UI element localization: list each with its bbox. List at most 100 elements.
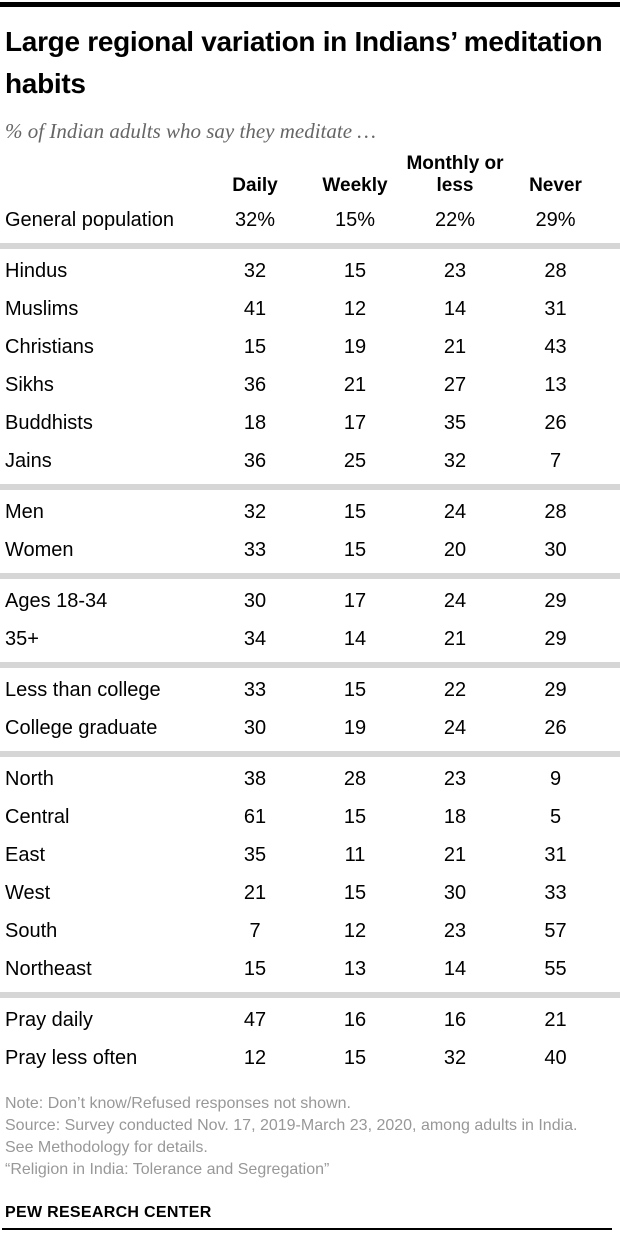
value-cell: 35 bbox=[443, 411, 467, 434]
value-cell: 32 bbox=[243, 259, 267, 282]
value-cell: 28 bbox=[343, 767, 367, 790]
value-cell: 23 bbox=[443, 259, 467, 282]
value-cell: 12 bbox=[243, 1046, 267, 1069]
value-cell: 29% bbox=[535, 208, 576, 231]
value-cell: 14 bbox=[443, 297, 467, 320]
value-cell: 18 bbox=[243, 411, 267, 434]
chart-subtitle: % of Indian adults who say they meditate… bbox=[5, 119, 376, 143]
value-cell: 33 bbox=[544, 881, 567, 904]
value-cell: 17 bbox=[343, 589, 367, 612]
value-cell: 21 bbox=[443, 335, 467, 358]
value-cell: 41 bbox=[243, 297, 267, 320]
value-cell: 31 bbox=[544, 297, 567, 320]
value-cell: 32 bbox=[243, 500, 267, 523]
value-cell: 15 bbox=[343, 259, 367, 282]
value-cell: 61 bbox=[243, 805, 267, 828]
value-cell: 40 bbox=[544, 1046, 567, 1069]
section-separator bbox=[0, 480, 620, 493]
value-cell: 24 bbox=[443, 589, 467, 612]
value-cell: 22 bbox=[443, 678, 467, 701]
value-cell: 23 bbox=[443, 767, 467, 790]
section-separator bbox=[0, 988, 620, 1001]
value-cell: 12 bbox=[343, 297, 367, 320]
table-row: Less than college 33 15 22 29 bbox=[0, 671, 620, 709]
value-cell: 14 bbox=[343, 627, 367, 650]
value-cell: 34 bbox=[243, 627, 267, 650]
value-cell: 26 bbox=[544, 716, 567, 739]
brand: PEW RESEARCH CENTER bbox=[5, 1204, 212, 1221]
value-cell: 35 bbox=[243, 843, 267, 866]
value-cell: 7 bbox=[549, 449, 562, 472]
value-cell: 23 bbox=[443, 919, 467, 942]
value-cell: 36 bbox=[243, 373, 267, 396]
table-row: College graduate 30 19 24 26 bbox=[0, 709, 620, 747]
section-separator-cell bbox=[0, 480, 620, 493]
row-label: General population bbox=[5, 208, 175, 231]
separator-bar bbox=[0, 750, 620, 757]
table-row: Women 33 15 20 30 bbox=[0, 531, 620, 569]
section-separator bbox=[0, 239, 620, 252]
value-cell: 32% bbox=[234, 208, 276, 231]
header-spacer bbox=[0, 153, 205, 201]
row-label: Ages 18-34 bbox=[5, 589, 108, 612]
section-separator-cell bbox=[0, 747, 620, 760]
value-cell: 21 bbox=[343, 373, 367, 396]
table-row: Hindus 32 15 23 28 bbox=[0, 252, 620, 290]
row-label: Women bbox=[5, 538, 74, 561]
value-cell: 24 bbox=[443, 716, 467, 739]
separator-bar bbox=[0, 483, 620, 490]
data-table: Daily Weekly Monthly or less Never Gener… bbox=[0, 153, 620, 1077]
value-cell: 26 bbox=[544, 411, 567, 434]
row-label: West bbox=[5, 881, 51, 904]
value-cell: 20 bbox=[443, 538, 467, 561]
value-cell: 43 bbox=[544, 335, 567, 358]
section-separator bbox=[0, 658, 620, 671]
value-cell: 36 bbox=[243, 449, 267, 472]
column-header-monthly-or-less: Monthly or less bbox=[406, 153, 504, 196]
table-row: 35+ 34 14 21 29 bbox=[0, 620, 620, 658]
value-cell: 21 bbox=[544, 1008, 567, 1031]
table-row: Muslims 41 12 14 31 bbox=[0, 290, 620, 328]
row-label: Less than college bbox=[5, 678, 161, 701]
value-cell: 21 bbox=[443, 843, 467, 866]
value-cell: 30 bbox=[243, 716, 267, 739]
value-cell: 7 bbox=[249, 919, 261, 942]
row-label: Pray daily bbox=[5, 1008, 93, 1031]
value-cell: 27 bbox=[443, 373, 467, 396]
value-cell: 47 bbox=[243, 1008, 267, 1031]
separator-bar bbox=[0, 991, 620, 998]
table-row: Christians 15 19 21 43 bbox=[0, 328, 620, 366]
row-label: Men bbox=[5, 500, 44, 523]
value-cell: 15 bbox=[243, 957, 267, 980]
value-cell: 32 bbox=[443, 1046, 467, 1069]
column-header-weekly: Weekly bbox=[322, 175, 388, 196]
value-cell: 15 bbox=[343, 805, 367, 828]
separator-bar bbox=[0, 242, 620, 249]
value-cell: 28 bbox=[544, 259, 567, 282]
row-label: 35+ bbox=[5, 627, 39, 650]
value-cell: 14 bbox=[443, 957, 467, 980]
table-row: South 7 12 23 57 bbox=[0, 912, 620, 950]
value-cell: 31 bbox=[544, 843, 567, 866]
value-cell: 15% bbox=[334, 208, 376, 231]
value-cell: 19 bbox=[343, 335, 367, 358]
table-row: Buddhists 18 17 35 26 bbox=[0, 404, 620, 442]
value-cell: 28 bbox=[544, 500, 567, 523]
row-label: North bbox=[5, 767, 54, 790]
section-separator-cell bbox=[0, 239, 620, 252]
value-cell: 15 bbox=[243, 335, 267, 358]
section-separator bbox=[0, 569, 620, 582]
row-label: Pray less often bbox=[5, 1046, 138, 1069]
section-separator bbox=[0, 747, 620, 760]
value-cell: 21 bbox=[443, 627, 467, 650]
value-cell: 30 bbox=[443, 881, 467, 904]
table-row: Ages 18-34 30 17 24 29 bbox=[0, 582, 620, 620]
value-cell: 33 bbox=[243, 538, 267, 561]
value-cell: 29 bbox=[544, 678, 567, 701]
value-cell: 55 bbox=[544, 957, 567, 980]
value-cell: 9 bbox=[549, 767, 562, 790]
value-cell: 18 bbox=[443, 805, 467, 828]
separator-bar bbox=[0, 572, 620, 579]
value-cell: 22% bbox=[434, 208, 476, 231]
